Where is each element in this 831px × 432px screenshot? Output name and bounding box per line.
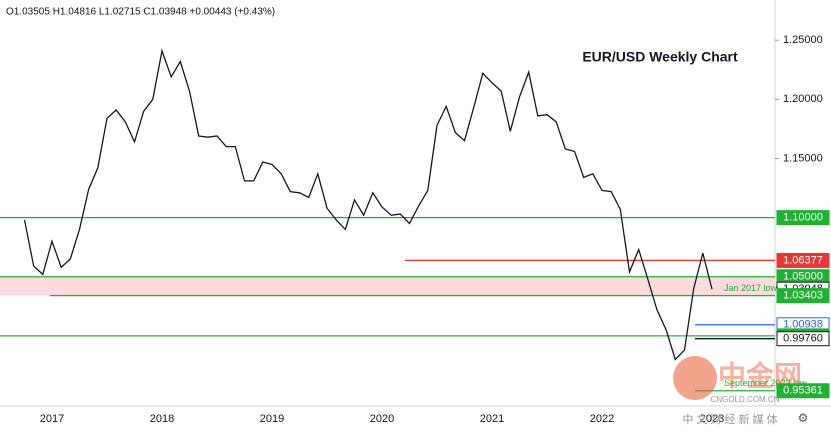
level-label: 1.10000 (783, 212, 823, 224)
ohlc-header: O1.03505 H1.04816 L1.02715 C1.03948 +0.0… (6, 7, 275, 18)
level-label: 1.00938 (783, 319, 823, 331)
support-zone (0, 276, 775, 296)
annotation: September 2022 low (724, 378, 807, 388)
x-tick-label: 2017 (40, 413, 64, 425)
level-label-box (776, 252, 830, 268)
watermark-logo (673, 356, 717, 400)
watermark-site: CNGOLD.COM.CN (711, 395, 780, 404)
level-label: 1.05000 (783, 271, 823, 283)
chart-title: EUR/USD Weekly Chart (582, 49, 738, 65)
level-label: 0.95361 (783, 385, 823, 397)
x-tick-label: 2022 (590, 413, 614, 425)
settings-icon[interactable]: ⚙ (798, 411, 809, 425)
y-tick-label: 1.25000 (783, 34, 823, 46)
x-tick-label: 2023 (700, 413, 724, 425)
x-tick-label: 2020 (370, 413, 394, 425)
x-tick-label: 2019 (260, 413, 284, 425)
annotation: Jan 2017 low (724, 283, 778, 293)
watermark-tagline: 中 文 财 经 新 媒 体 (682, 412, 777, 426)
level-label: 1.03403 (783, 290, 823, 302)
level-label: 1.06377 (783, 254, 823, 266)
level-label-box (776, 331, 830, 347)
level-label-box (776, 210, 830, 226)
level-label-box (776, 383, 830, 399)
x-tick-label: 2021 (480, 413, 504, 425)
y-tick-label: 1.20000 (783, 93, 823, 105)
level-label-box (776, 288, 830, 304)
price-line (23, 48, 713, 361)
x-tick-label: 2018 (150, 413, 174, 425)
y-tick-label: 1.15000 (783, 152, 823, 164)
level-label: 0.99760 (783, 333, 823, 345)
